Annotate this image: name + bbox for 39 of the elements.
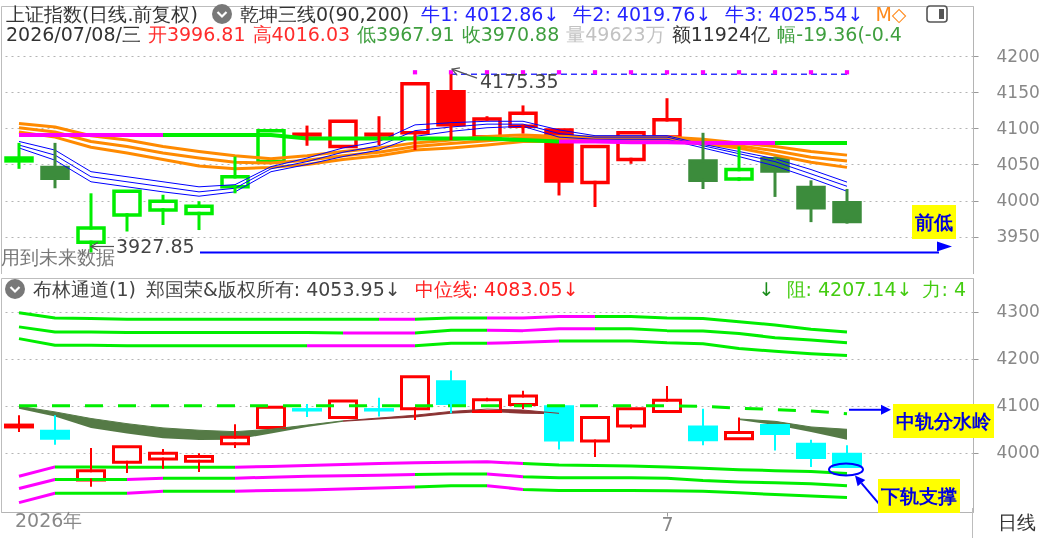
annotation: 乾坤三线0(90,200) [239, 3, 410, 25]
annotation: 3927.85 [116, 235, 195, 258]
y-tick-label: 4200 [996, 348, 1040, 369]
annotation: 高4016.03 [252, 23, 351, 45]
y-tick-label: 3950 [996, 226, 1040, 247]
y-tick-label: 4100 [996, 117, 1040, 138]
y-tick-label: 4050 [996, 153, 1040, 174]
y-tick-label: 4300 [996, 301, 1040, 322]
annotation: 牛3: 4025.54↓ [725, 3, 864, 25]
chart-title: 布林通道(1) [33, 278, 136, 300]
annotation: 收3970.88 [461, 23, 560, 45]
annotation: 4175.35 [480, 70, 559, 93]
y-tick-label: 4200 [996, 45, 1040, 66]
annotation: 量49623万 [566, 23, 665, 45]
annotation: 低3967.91 [357, 23, 455, 45]
ref-line-label: 前低 [912, 205, 956, 240]
annotation: 牛1: 4012.86↓ [421, 3, 560, 25]
annotation: 力: 4 [922, 278, 966, 300]
annotation: 牛2: 4019.76↓ [573, 3, 712, 25]
annotation: 2026年 [15, 509, 83, 531]
chart-title: 上证指数(日线.前复权) [6, 3, 198, 25]
annotation: 开3996.81 [147, 23, 246, 45]
y-tick-label: 4150 [996, 81, 1040, 102]
text: 日线 [972, 508, 1061, 538]
y-tick-label: 4000 [996, 442, 1040, 463]
annotation: ↓ [758, 278, 775, 300]
x-tick-label: 7 [661, 512, 674, 535]
annotation: 用到未来数据 [1, 246, 115, 268]
annotation: 下轨支撑 [878, 479, 960, 514]
annotation: 阻: 4207.14↓ [786, 278, 913, 300]
annotation: M◇ [875, 3, 907, 25]
y-tick-label: 4100 [996, 395, 1040, 416]
y-tick-label: 4000 [996, 190, 1040, 211]
annotation: 中轨分水岭 [893, 403, 994, 438]
annotation: 郑国荣&版权所有: 4053.95↓ [145, 278, 401, 300]
annotation: 2026/07/08/三 [6, 23, 141, 45]
annotation: 额11924亿 [671, 23, 771, 45]
annotation: 幅-19.36(-0.4 [777, 23, 902, 45]
annotation: 中位线: 4083.05↓ [414, 278, 579, 300]
